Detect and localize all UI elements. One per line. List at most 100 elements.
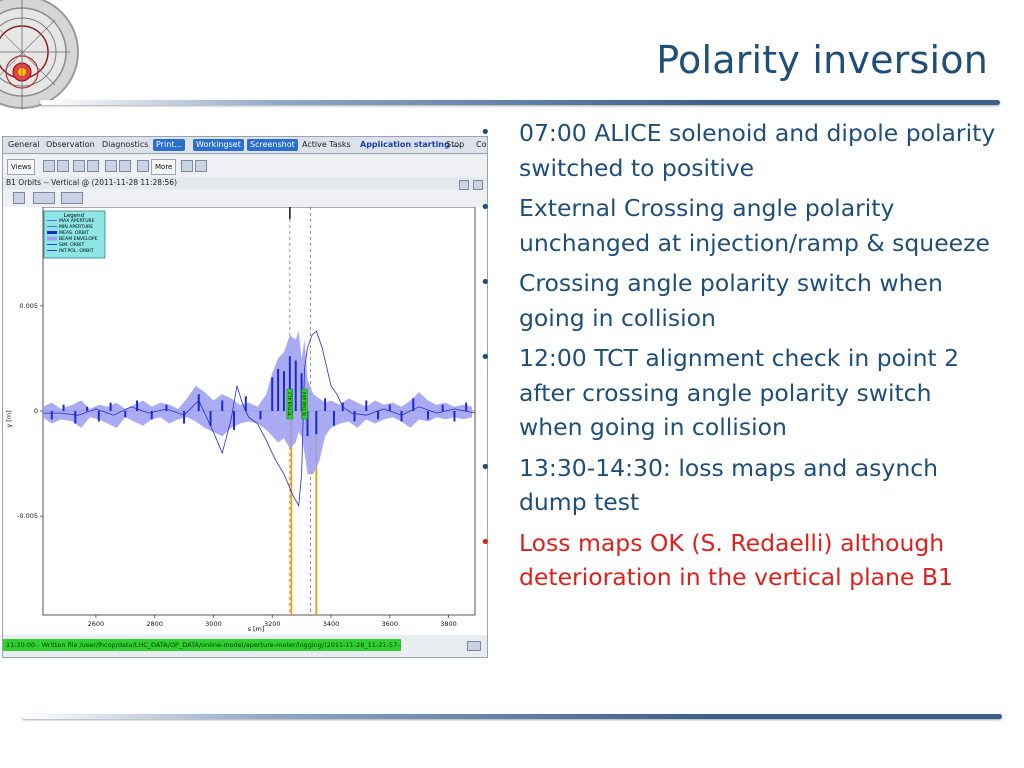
tab-observation[interactable]: Observation xyxy=(46,140,95,149)
meas-orbit-bar xyxy=(377,411,380,420)
meas-orbit-bar xyxy=(315,411,318,435)
logo xyxy=(0,0,80,110)
meas-orbit-bar xyxy=(136,400,139,411)
meas-orbit-bar xyxy=(244,396,247,411)
tab-stop[interactable]: Stop xyxy=(446,140,465,149)
tab-diagnostics[interactable]: Diagnostics xyxy=(102,140,149,149)
legend-swatch xyxy=(47,236,57,241)
legend-entry: MAX APERTURE xyxy=(59,218,95,224)
meas-orbit-bar xyxy=(277,368,280,411)
app-toolbar: Views More xyxy=(3,155,487,178)
panel-icon[interactable] xyxy=(119,160,131,172)
bullet-item: • Crossing angle polarity switch when goi… xyxy=(480,269,943,332)
tab-workingset[interactable]: Workingset xyxy=(193,139,244,151)
meas-orbit-bar xyxy=(259,411,262,420)
panel-title: B1 Orbits -- Vertical @ (2011-11-28 11:2… xyxy=(3,177,487,189)
title-divider xyxy=(40,100,1000,105)
meas-orbit-bar xyxy=(306,411,309,437)
meas-orbit-bar xyxy=(233,411,236,430)
detach-icon[interactable] xyxy=(473,180,483,190)
x-tick-label: 3800 xyxy=(440,620,457,628)
legend-entry: MEAS. ORBIT xyxy=(59,230,89,236)
bullet-text: Crossing angle polarity switch when goin… xyxy=(519,269,943,332)
legend-swatch xyxy=(47,231,57,234)
meas-orbit-bar xyxy=(324,398,327,411)
meas-orbit-bar xyxy=(465,402,468,411)
meas-orbit-bar xyxy=(86,406,89,411)
meas-orbit-bar xyxy=(400,411,403,422)
x-axis-label: s [m] xyxy=(248,625,265,633)
status-expand-icon[interactable] xyxy=(467,641,481,651)
meas-orbit-bar xyxy=(97,411,100,422)
chart-options-icon[interactable] xyxy=(61,192,83,204)
views-button[interactable]: Views xyxy=(7,159,36,175)
cursor-tool-icon[interactable] xyxy=(33,192,55,204)
tab-application-starting[interactable]: Application starting ... xyxy=(360,140,462,149)
bullet-text: Loss maps OK (S. Redaelli) although dete… xyxy=(519,528,953,592)
bullet-text: 07:00 ALICE solenoid and dipole polarity… xyxy=(519,119,996,182)
status-bar: 11:20:00 - Written file /user/lhcop/data… xyxy=(3,639,401,651)
collimator-marker xyxy=(301,388,308,420)
meas-orbit-bar xyxy=(62,404,65,411)
meas-orbit-bar xyxy=(271,377,274,411)
window-icon[interactable] xyxy=(105,160,117,172)
legend-entry: BEAM ENVELOPE xyxy=(59,236,98,242)
meas-orbit-bar xyxy=(426,411,429,420)
footer-divider xyxy=(22,714,1002,719)
tab-active-tasks[interactable]: Active Tasks xyxy=(302,140,351,149)
split-icon[interactable] xyxy=(87,160,99,172)
sim-orbit-line xyxy=(43,330,476,507)
meas-orbit-bar xyxy=(197,394,200,411)
bullet-text: 13:30-14:30: loss maps and asynch dump t… xyxy=(519,453,939,517)
collimator-label: TCTVB.4L2 xyxy=(287,392,293,417)
x-tick-label: 3200 xyxy=(264,620,281,628)
orbit-plot: TCTVB.4L2 TCTVB.4R2 2600 2800 3000 3200 3400 3… xyxy=(3,206,487,635)
meas-orbit-bar xyxy=(365,400,368,411)
more-button[interactable]: More xyxy=(151,159,177,175)
tab-screenshot[interactable]: Screenshot xyxy=(247,139,298,151)
meas-orbit-bar xyxy=(341,402,344,411)
meas-orbit-bar xyxy=(221,400,224,411)
tile-icon[interactable] xyxy=(73,160,85,172)
meas-orbit-bar xyxy=(50,411,53,420)
x-tick-label: 3000 xyxy=(205,620,222,628)
meas-orbit-bar xyxy=(282,371,285,411)
x-tick-label: 3600 xyxy=(382,620,399,628)
export-icon[interactable] xyxy=(181,160,193,172)
collimator-marker xyxy=(286,388,294,420)
grid-icon[interactable] xyxy=(57,160,69,172)
y-tick-label: 0.005 xyxy=(19,302,38,310)
meas-orbit-bar xyxy=(441,404,444,411)
collimator-label: TCTVB.4R2 xyxy=(302,391,308,417)
orbit-application-window: General Observation Diagnostics Print...… xyxy=(2,136,488,658)
meas-orbit-bar xyxy=(453,411,456,422)
refresh-icon[interactable] xyxy=(459,180,469,190)
bullet-item: • Loss maps OK (S. Redaelli) although det… xyxy=(480,528,953,592)
bullet-item: • 13:30-14:30: loss maps and asynch dump … xyxy=(480,453,939,517)
tab-general[interactable]: General xyxy=(8,140,40,149)
y-tick-label: 0 xyxy=(34,407,38,415)
columns-icon[interactable] xyxy=(137,160,149,172)
meas-orbit-bar xyxy=(124,411,127,418)
legend-title: Legend xyxy=(64,213,84,219)
meas-orbit-bar xyxy=(388,404,391,411)
meas-orbit-bar xyxy=(150,411,153,420)
bullet-item: • External Crossing angle polarity unchan… xyxy=(480,194,990,257)
bullet-text: 12:00 TCT alignment check in point 2 aft… xyxy=(519,344,960,441)
tab-co[interactable]: Co xyxy=(476,140,487,149)
print-icon[interactable] xyxy=(195,160,207,172)
legend-entry: SIM. ORBIT xyxy=(59,242,84,248)
y-tick-label: -0.005 xyxy=(17,512,38,520)
meas-orbit-bar xyxy=(294,360,297,411)
meas-orbit-bar xyxy=(74,411,77,424)
chart-toolbar xyxy=(3,180,487,207)
app-tab-bar: General Observation Diagnostics Print...… xyxy=(3,137,487,154)
meas-orbit-bar xyxy=(165,404,168,411)
x-tick-label: 2800 xyxy=(146,620,163,628)
meas-orbit-bar xyxy=(353,411,356,422)
slide-title: Polarity inversion xyxy=(656,38,988,82)
zoom-fit-icon[interactable] xyxy=(13,192,25,204)
layout-icon[interactable] xyxy=(43,160,55,172)
tab-print[interactable]: Print... xyxy=(153,139,186,151)
